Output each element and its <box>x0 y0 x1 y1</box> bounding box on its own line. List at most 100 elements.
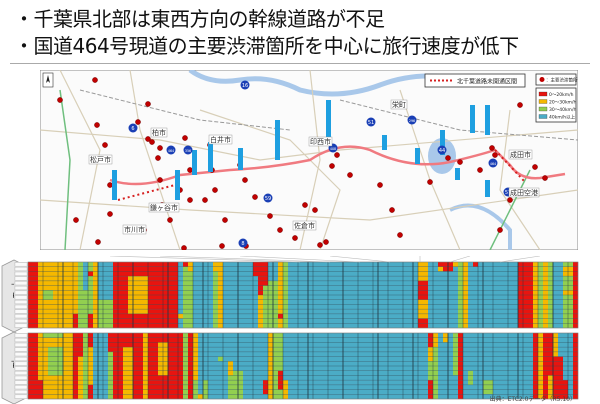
congestion-point <box>507 197 513 203</box>
heatmap-cell <box>68 342 74 348</box>
heatmap-cell <box>158 266 164 272</box>
heatmap-cell <box>303 271 309 277</box>
heatmap-cell <box>103 309 109 314</box>
congestion-point <box>181 245 187 250</box>
heatmap-cell <box>278 370 284 376</box>
heatmap-cell <box>488 313 494 319</box>
heatmap-cell <box>473 351 479 357</box>
heatmap-cell <box>33 384 39 390</box>
heatmap-cell <box>573 280 579 286</box>
heatmap-cell <box>128 262 134 267</box>
heatmap-cell <box>343 262 349 267</box>
heatmap-cell <box>208 366 214 371</box>
heatmap-cell <box>443 375 449 381</box>
heatmap-cell <box>53 356 59 362</box>
heatmap-cell <box>573 313 579 319</box>
heatmap-cell <box>553 266 559 272</box>
heatmap-cell <box>343 318 349 324</box>
heatmap-cell <box>413 323 419 329</box>
heatmap-cell <box>468 356 474 362</box>
heatmap-cell <box>373 384 379 390</box>
heatmap-cell <box>153 318 159 324</box>
heatmap-cell <box>58 323 64 329</box>
heatmap-cell <box>323 342 329 348</box>
heatmap-cell <box>258 313 264 319</box>
heatmap-cell <box>363 309 369 314</box>
heatmap-cell <box>208 290 214 296</box>
heatmap-cell <box>118 389 124 395</box>
heatmap-cell <box>93 356 99 362</box>
heatmap-cell <box>168 271 174 277</box>
heatmap-cell <box>508 384 514 390</box>
heatmap-cell <box>128 276 134 281</box>
heatmap-cell <box>368 337 374 343</box>
heatmap-cell <box>493 375 499 381</box>
heatmap-cell <box>348 366 354 371</box>
congestion-point <box>107 211 113 217</box>
heatmap-cell <box>558 290 564 296</box>
heatmap-cell <box>158 299 164 305</box>
heatmap-cell <box>168 323 174 329</box>
heatmap-cell <box>163 384 169 390</box>
intersection-label <box>275 120 280 160</box>
heatmap-cell <box>228 384 234 390</box>
heatmap-cell <box>338 309 344 314</box>
heatmap-cell <box>208 375 214 381</box>
heatmap-cell <box>448 280 454 286</box>
heatmap-cell <box>383 394 389 400</box>
heatmap-cell <box>333 370 339 376</box>
heatmap-cell <box>313 384 319 390</box>
heatmap-cell <box>313 313 319 319</box>
heatmap-cell <box>83 356 89 362</box>
heatmap-cell <box>288 323 294 329</box>
heatmap-cell <box>338 351 344 357</box>
heatmap-cell <box>88 361 94 367</box>
heatmap-cell <box>58 295 64 300</box>
heatmap-cell <box>548 337 554 343</box>
heatmap-cell <box>193 370 199 376</box>
heatmap-cell <box>328 347 334 352</box>
heatmap-cell <box>183 285 189 291</box>
heatmap-cell <box>163 318 169 324</box>
heatmap-cell <box>258 337 264 343</box>
heatmap-cell <box>443 356 449 362</box>
heatmap-cell <box>548 366 554 371</box>
heatmap-cell <box>248 290 254 296</box>
heatmap-cell <box>328 342 334 348</box>
heatmap-cell <box>368 366 374 371</box>
heatmap-cell <box>568 323 574 329</box>
heatmap-cell <box>183 394 189 400</box>
heatmap-cell <box>528 295 534 300</box>
heatmap-cell <box>413 271 419 277</box>
heatmap-cell <box>228 333 234 338</box>
heatmap-cell <box>178 375 184 381</box>
heatmap-cell <box>403 299 409 305</box>
heatmap-cell <box>168 299 174 305</box>
heatmap-cell <box>283 380 289 385</box>
heatmap-cell <box>473 290 479 296</box>
heatmap-cell <box>143 280 149 286</box>
heatmap-cell <box>93 290 99 296</box>
heatmap-cell <box>413 351 419 357</box>
heatmap-cell <box>533 361 539 367</box>
heatmap-cell <box>528 366 534 371</box>
heatmap-cell <box>323 266 329 272</box>
heatmap-cell <box>498 337 504 343</box>
heatmap-cell <box>548 347 554 352</box>
heatmap-cell <box>333 323 339 329</box>
heatmap-cell <box>173 290 179 296</box>
heatmap-cell <box>208 313 214 319</box>
congestion-point <box>292 235 298 241</box>
heatmap-cell <box>228 370 234 376</box>
heatmap-cell <box>448 271 454 277</box>
heatmap-cell <box>78 361 84 367</box>
speed-legend-swatch <box>538 114 548 119</box>
heatmap-cell <box>193 384 199 390</box>
heatmap-cell <box>68 290 74 296</box>
heatmap-cell <box>108 333 114 338</box>
heatmap-cell <box>478 290 484 296</box>
heatmap-cell <box>448 375 454 381</box>
heatmap-cell <box>478 309 484 314</box>
heatmap-cell <box>453 262 459 267</box>
heatmap-cell <box>33 389 39 395</box>
